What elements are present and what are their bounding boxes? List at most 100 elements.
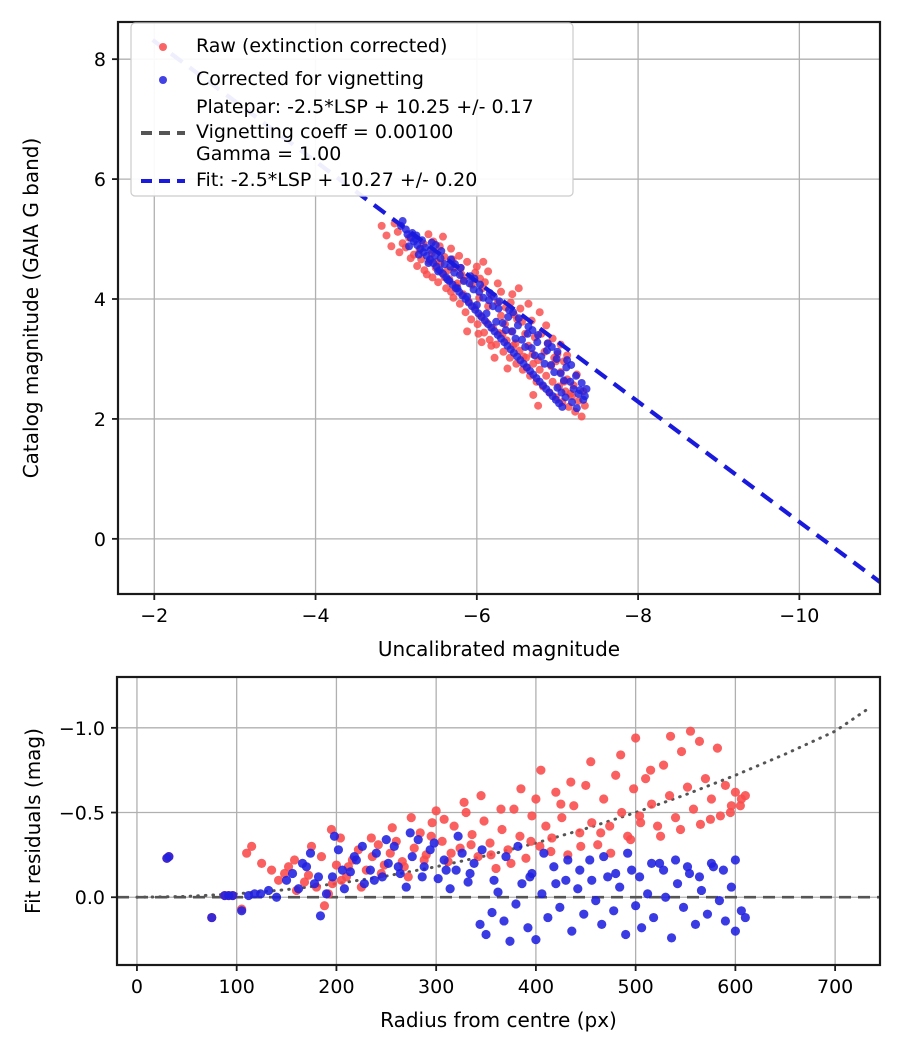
data-point [336,875,347,885]
data-point [726,882,736,892]
data-point [658,865,669,875]
data-point [658,760,669,770]
legend: Raw (extinction corrected) Corrected for … [130,22,574,197]
data-point [441,865,451,875]
data-point [467,829,477,840]
legend-entry[interactable]: Raw (extinction corrected) [159,35,447,57]
data-point [551,787,561,797]
tick-label-x: 500 [618,976,654,998]
data-point [627,865,637,875]
data-point [331,860,342,870]
legend-entry-label: Platepar: -2.5*LSP + 10.25 +/- 0.17 [196,96,534,118]
data-point [603,872,613,882]
tick-label-y: 0.0 [75,887,105,909]
data-point [521,853,531,863]
data-point [537,889,547,899]
data-point [313,872,324,882]
data-point [385,848,395,858]
data-point [573,884,583,894]
data-point [546,846,556,857]
data-point [283,862,294,872]
legend-entry[interactable]: Platepar: -2.5*LSP + 10.25 +/- 0.17 [196,96,534,118]
data-point [359,879,369,889]
data-point [611,770,621,780]
data-point [688,804,699,814]
data-point [725,807,735,818]
data-point [641,774,651,784]
data-point [357,841,367,852]
data-point [469,858,479,868]
data-point [403,872,413,882]
data-point [572,371,581,380]
data-point [672,879,683,889]
data-point [558,402,567,411]
data-point [508,327,517,336]
data-point [635,872,645,882]
data-point [451,865,461,875]
data-point [551,879,561,889]
data-point [706,794,717,804]
legend-marker-dot [159,76,167,84]
data-point [472,262,481,271]
data-point [702,909,713,919]
data-point [537,352,546,361]
data-point [401,882,411,892]
tick-label-x: 200 [318,976,354,998]
data-point [497,287,506,296]
data-point [242,848,252,858]
data-point [505,936,515,946]
data-point [587,875,597,885]
data-point [433,874,443,884]
data-point [567,926,577,936]
series-corrected-for-vignetting [397,217,591,413]
data-point [381,835,391,845]
data-point [582,384,591,393]
data-point [476,280,485,289]
data-point [682,862,693,872]
data-point [678,902,689,913]
data-point [730,787,740,797]
legend-entry[interactable]: Fit: -2.5*LSP + 10.27 +/- 0.20 [141,169,477,191]
data-point [579,395,588,404]
legend-entry[interactable]: Gamma = 1.00 [196,143,341,165]
data-point [465,868,475,879]
data-point [321,889,332,899]
ticks: −2 −4 −6 −8 −10 0 2 4 6 8 [94,49,820,627]
data-point [542,321,551,330]
data-point [730,855,740,865]
data-point [494,304,503,313]
data-point [467,315,476,324]
data-point [365,865,375,875]
data-point [484,267,493,276]
data-point [539,848,549,858]
tick-label-x: 0 [131,976,143,998]
data-point [685,726,696,736]
data-point [477,338,486,347]
data-point [516,304,525,313]
data-point [463,292,472,301]
data-point [535,841,545,852]
data-point [419,855,429,865]
data-point [486,850,496,860]
data-point [455,299,464,308]
data-point [523,923,533,933]
data-point [547,833,557,843]
data-point [329,831,340,841]
data-point [492,317,501,326]
data-point [541,821,551,831]
data-point [461,308,470,317]
data-point [485,335,494,344]
legend-entry[interactable]: Corrected for vignetting [159,68,424,90]
data-point [405,242,414,251]
legend-entry[interactable]: Vignetting coeff = 0.00100 [141,121,453,143]
tick-label-x: 600 [717,976,753,998]
data-point [339,884,349,894]
data-point [491,863,501,874]
data-point [682,782,693,792]
data-point [407,851,417,862]
tick-label-y: 6 [94,169,106,191]
data-point [561,875,571,885]
data-point [577,378,586,387]
data-point [609,906,619,916]
